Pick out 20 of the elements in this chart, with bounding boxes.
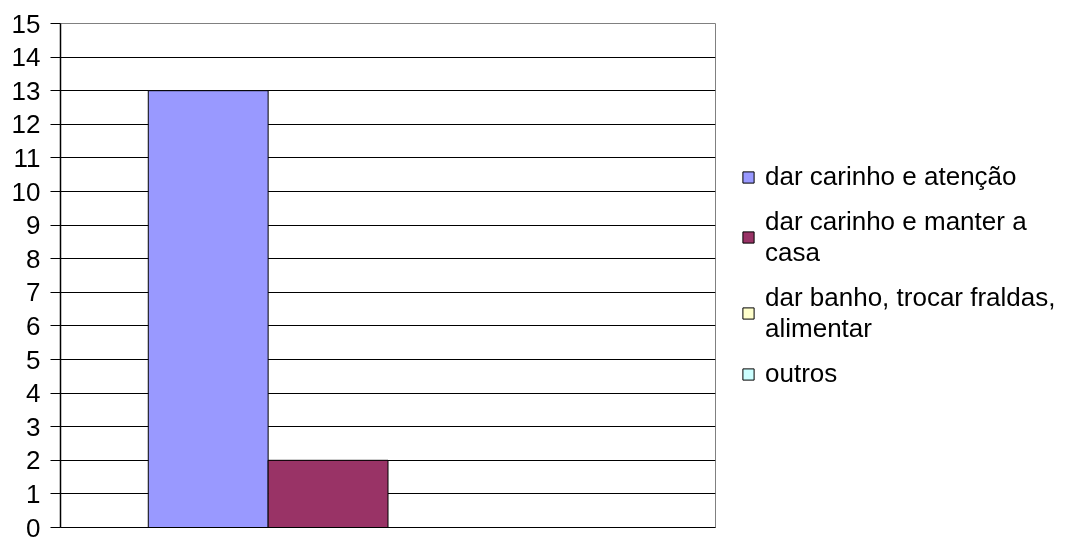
legend-label: outros: [765, 358, 838, 389]
y-tick-label: 4: [26, 378, 41, 409]
y-tick-label: 1: [26, 478, 41, 509]
y-tick-label: 0: [26, 512, 41, 542]
y-tick-label: 12: [11, 109, 41, 140]
y-tick-label: 8: [26, 243, 41, 274]
y-tick-label: 2: [26, 445, 41, 476]
y-tick-label: 13: [11, 75, 41, 106]
y-tick-label: 5: [26, 344, 41, 375]
y-tick-label: 15: [11, 8, 41, 39]
legend-label: dar carinho e manter a casa: [765, 206, 1027, 268]
y-tick-label: 10: [11, 176, 41, 207]
y-tick-label: 14: [11, 42, 41, 73]
y-tick-label: 3: [26, 411, 41, 442]
legend-label: dar banho, trocar fraldas, alimentar: [765, 282, 1056, 344]
y-tick-label: 11: [13, 142, 41, 173]
legend-label: dar carinho e atenção: [765, 161, 1017, 192]
y-tick-label: 7: [26, 277, 41, 308]
y-tick-label: 9: [26, 210, 41, 241]
y-tick-label: 6: [26, 310, 41, 341]
